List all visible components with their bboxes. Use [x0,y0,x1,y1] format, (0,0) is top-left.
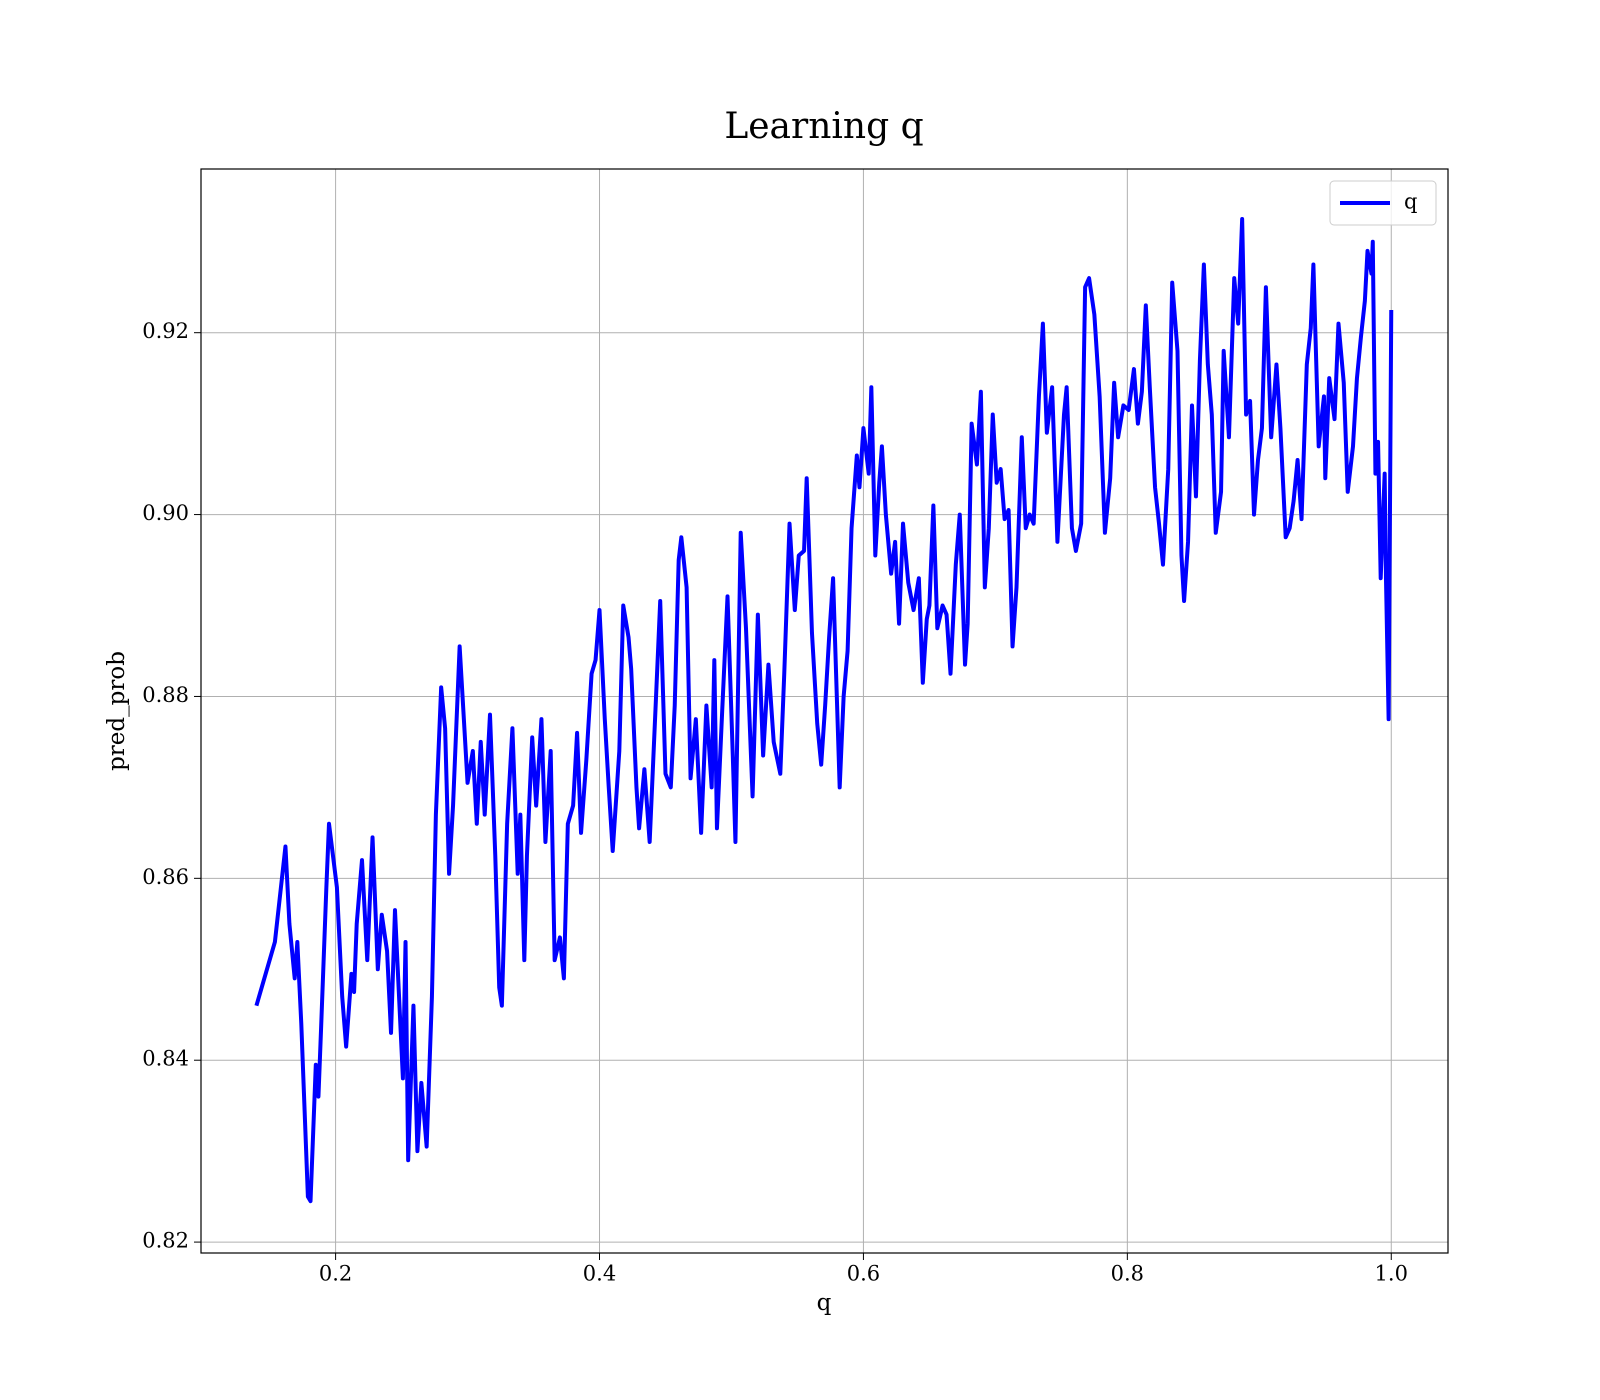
y-tick-label: 0.90 [142,501,189,525]
y-tick-label: 0.92 [142,319,189,343]
chart-title: Learning q [724,106,923,147]
plot-frame [200,168,1449,1254]
y-tick-label: 0.88 [142,683,189,707]
legend-label: q [1404,190,1417,214]
y-tick-label: 0.82 [142,1229,189,1253]
y-axis-label: pred_prob [104,651,130,771]
line [254,217,1394,1204]
y-tick-label: 0.84 [142,1047,189,1071]
x-axis-label: q [817,1290,832,1316]
x-tick-label: 0.2 [319,1262,352,1286]
y-tick-label: 0.86 [142,865,189,889]
x-tick-label: 0.4 [583,1262,616,1286]
x-tick-label: 0.6 [847,1262,880,1286]
x-tick-label: 1.0 [1375,1262,1408,1286]
x-tick-label: 0.8 [1111,1262,1144,1286]
